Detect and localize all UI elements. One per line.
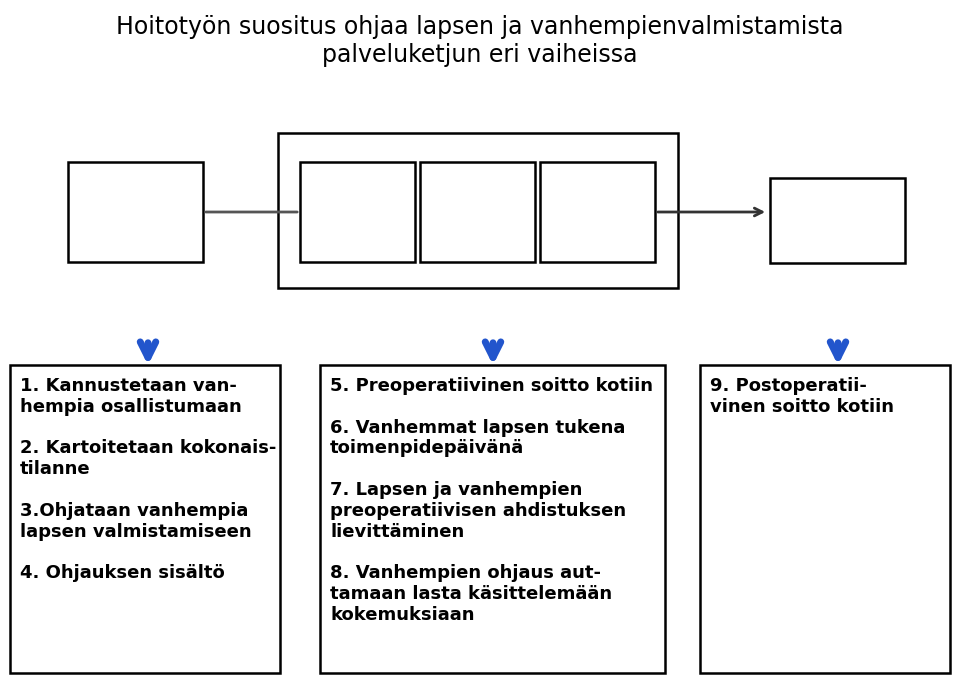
- Bar: [68, 162, 203, 262]
- Bar: [540, 162, 655, 262]
- Bar: [278, 133, 678, 288]
- Bar: [300, 162, 415, 262]
- Text: 1. Kannustetaan van-
hempia osallistumaan

2. Kartoitetaan kokonais-
tilanne

3.: 1. Kannustetaan van- hempia osallistumaa…: [20, 377, 276, 582]
- Bar: [700, 365, 950, 673]
- Bar: [10, 365, 280, 673]
- Text: 9. Postoperatii-
vinen soitto kotiin: 9. Postoperatii- vinen soitto kotiin: [710, 377, 894, 416]
- Text: 5. Preoperatiivinen soitto kotiin

6. Vanhemmat lapsen tukena
toimenpidepäivänä
: 5. Preoperatiivinen soitto kotiin 6. Van…: [330, 377, 653, 624]
- Text: Hoitotyön suositus ohjaa lapsen ja vanhempienvalmistamista
palveluketjun eri vai: Hoitotyön suositus ohjaa lapsen ja vanhe…: [116, 15, 844, 67]
- Bar: [420, 162, 535, 262]
- Bar: [770, 178, 905, 263]
- Bar: [320, 365, 665, 673]
